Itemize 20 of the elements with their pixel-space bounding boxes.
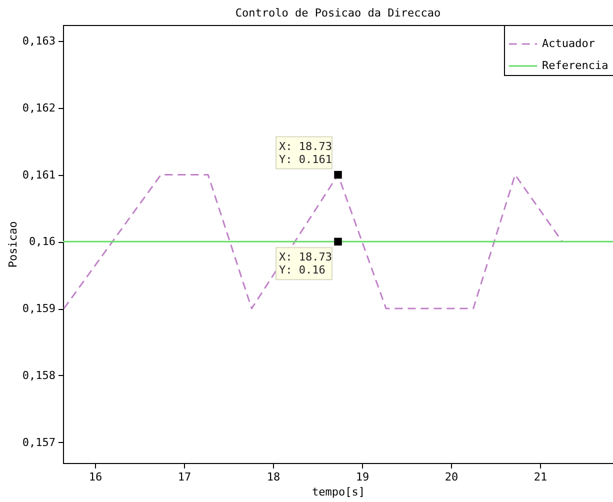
legend-label: Actuador <box>542 37 596 50</box>
legend-label: Referencia <box>542 59 608 72</box>
annotation: X: 18.73 Y: 0.161 <box>279 140 332 166</box>
y-tick-label: 0,157 <box>22 436 56 449</box>
y-tick-label: 0,163 <box>22 34 56 48</box>
x-tick-label: 16 <box>88 470 102 484</box>
y-tick-label: 0,16 <box>29 235 56 248</box>
y-tick-label: 0,161 <box>22 168 56 182</box>
x-tick-label: 18 <box>266 470 280 484</box>
annotation: X: 18.73 Y: 0.16 <box>279 250 332 277</box>
x-tick-label: 17 <box>178 470 192 484</box>
y-tick-label: 0,159 <box>22 302 56 316</box>
x-tick-label: 21 <box>534 470 548 484</box>
y-tick-label: 0,162 <box>22 101 56 114</box>
y-axis-title: Posicao <box>6 221 20 268</box>
x-axis-title: tempo[s] <box>312 486 365 498</box>
x-tick-label: 19 <box>356 470 370 484</box>
y-tick-label: 0,158 <box>22 368 56 382</box>
chart-title: Controlo de Posicao da Direccao <box>235 6 441 20</box>
x-tick-label: 20 <box>444 470 458 484</box>
